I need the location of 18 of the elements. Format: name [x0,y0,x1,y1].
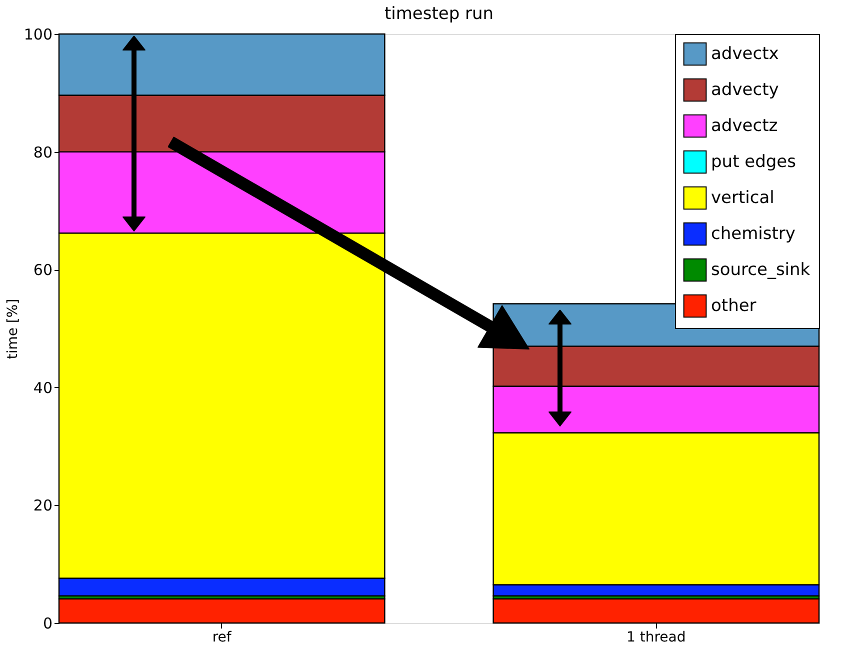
legend-label: chemistry [711,224,796,244]
legend-label: vertical [711,188,774,208]
legend-label: put edges [711,152,796,172]
legend-label: other [711,296,756,316]
y-tick-label: 80 [33,143,52,162]
legend-label: advectx [711,44,779,64]
x-tick-label: 1 thread [626,630,686,646]
y-tick-label: 40 [33,378,52,397]
chart-title: timestep run [384,4,494,24]
y-tick-label: 0 [42,614,52,632]
legend-label: source_sink [711,260,810,280]
y-tick-label: 100 [24,26,52,44]
legend-label: advecty [711,80,779,100]
y-axis-title: time [%] [4,298,21,360]
y-tick-label: 20 [33,496,52,515]
legend-label: advectz [711,116,778,136]
y-tick-label: 60 [33,261,52,280]
x-tick-label: ref [212,630,232,646]
